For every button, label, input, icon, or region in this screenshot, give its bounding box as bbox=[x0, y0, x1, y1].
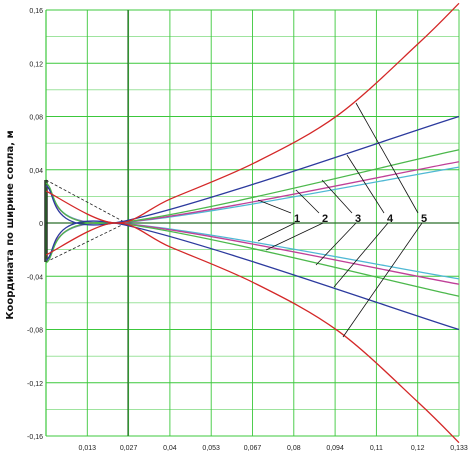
y-tick-label: -0,12 bbox=[27, 381, 43, 388]
series-3-upper bbox=[45, 149, 460, 225]
nozzle-outline bbox=[44, 179, 129, 263]
x-tick-label: 0,04 bbox=[163, 445, 177, 452]
y-tick-label: 0,12 bbox=[29, 61, 43, 68]
callout-label: 3 bbox=[355, 213, 361, 225]
y-tick-label: -0,16 bbox=[27, 434, 43, 441]
callout-leader bbox=[321, 179, 353, 214]
x-tick-label: 0,067 bbox=[244, 445, 262, 452]
callout-leader bbox=[333, 222, 389, 288]
x-tick-label: 0,133 bbox=[450, 445, 468, 452]
callout-label: 5 bbox=[421, 213, 427, 225]
y-tick-label: 0,16 bbox=[29, 8, 43, 15]
nozzle-cone-lower bbox=[45, 221, 129, 263]
series-4-upper bbox=[45, 115, 460, 226]
callout-leader bbox=[315, 222, 357, 266]
callout-leader bbox=[295, 189, 320, 214]
x-tick-label: 0,013 bbox=[79, 445, 97, 452]
nozzle-cone-upper bbox=[45, 179, 129, 225]
x-tick-label: 0,094 bbox=[326, 445, 344, 452]
x-tick-label: 0,053 bbox=[202, 445, 220, 452]
callout-leader bbox=[265, 222, 324, 251]
y-tick-label: 0,04 bbox=[29, 168, 43, 175]
y-axis-label: Координата по ширине сопла, м bbox=[5, 130, 16, 319]
x-tick-label: 0,11 bbox=[370, 445, 383, 452]
y-tick-label: -0,04 bbox=[27, 274, 43, 281]
callout-leader bbox=[346, 154, 385, 214]
x-tick-label: 0,08 bbox=[287, 445, 301, 452]
series-3-lower bbox=[45, 221, 460, 297]
tick-labels: 0,013 0,027 0,04 0,053 0,067 0,08 0,094 0,11 0,1… bbox=[27, 8, 468, 452]
callout-label: 2 bbox=[322, 213, 328, 225]
series-4-lower bbox=[45, 220, 460, 331]
callout-leader bbox=[257, 199, 292, 214]
callout-leader bbox=[257, 222, 296, 242]
y-tick-label: -0,08 bbox=[27, 328, 43, 335]
series-5-lower bbox=[45, 222, 460, 444]
callout-leaders: 1 2 3 4 5 bbox=[257, 102, 427, 338]
x-tick-label: 0,027 bbox=[120, 445, 138, 452]
grid bbox=[45, 9, 460, 437]
x-tick-label: 0,12 bbox=[411, 445, 425, 452]
callout-label: 4 bbox=[387, 213, 394, 225]
callout-leader bbox=[342, 222, 423, 338]
y-tick-label: 0,08 bbox=[29, 115, 43, 122]
callout-label: 1 bbox=[294, 213, 300, 225]
y-tick-label: 0 bbox=[39, 221, 43, 228]
callout-leader bbox=[355, 102, 419, 214]
